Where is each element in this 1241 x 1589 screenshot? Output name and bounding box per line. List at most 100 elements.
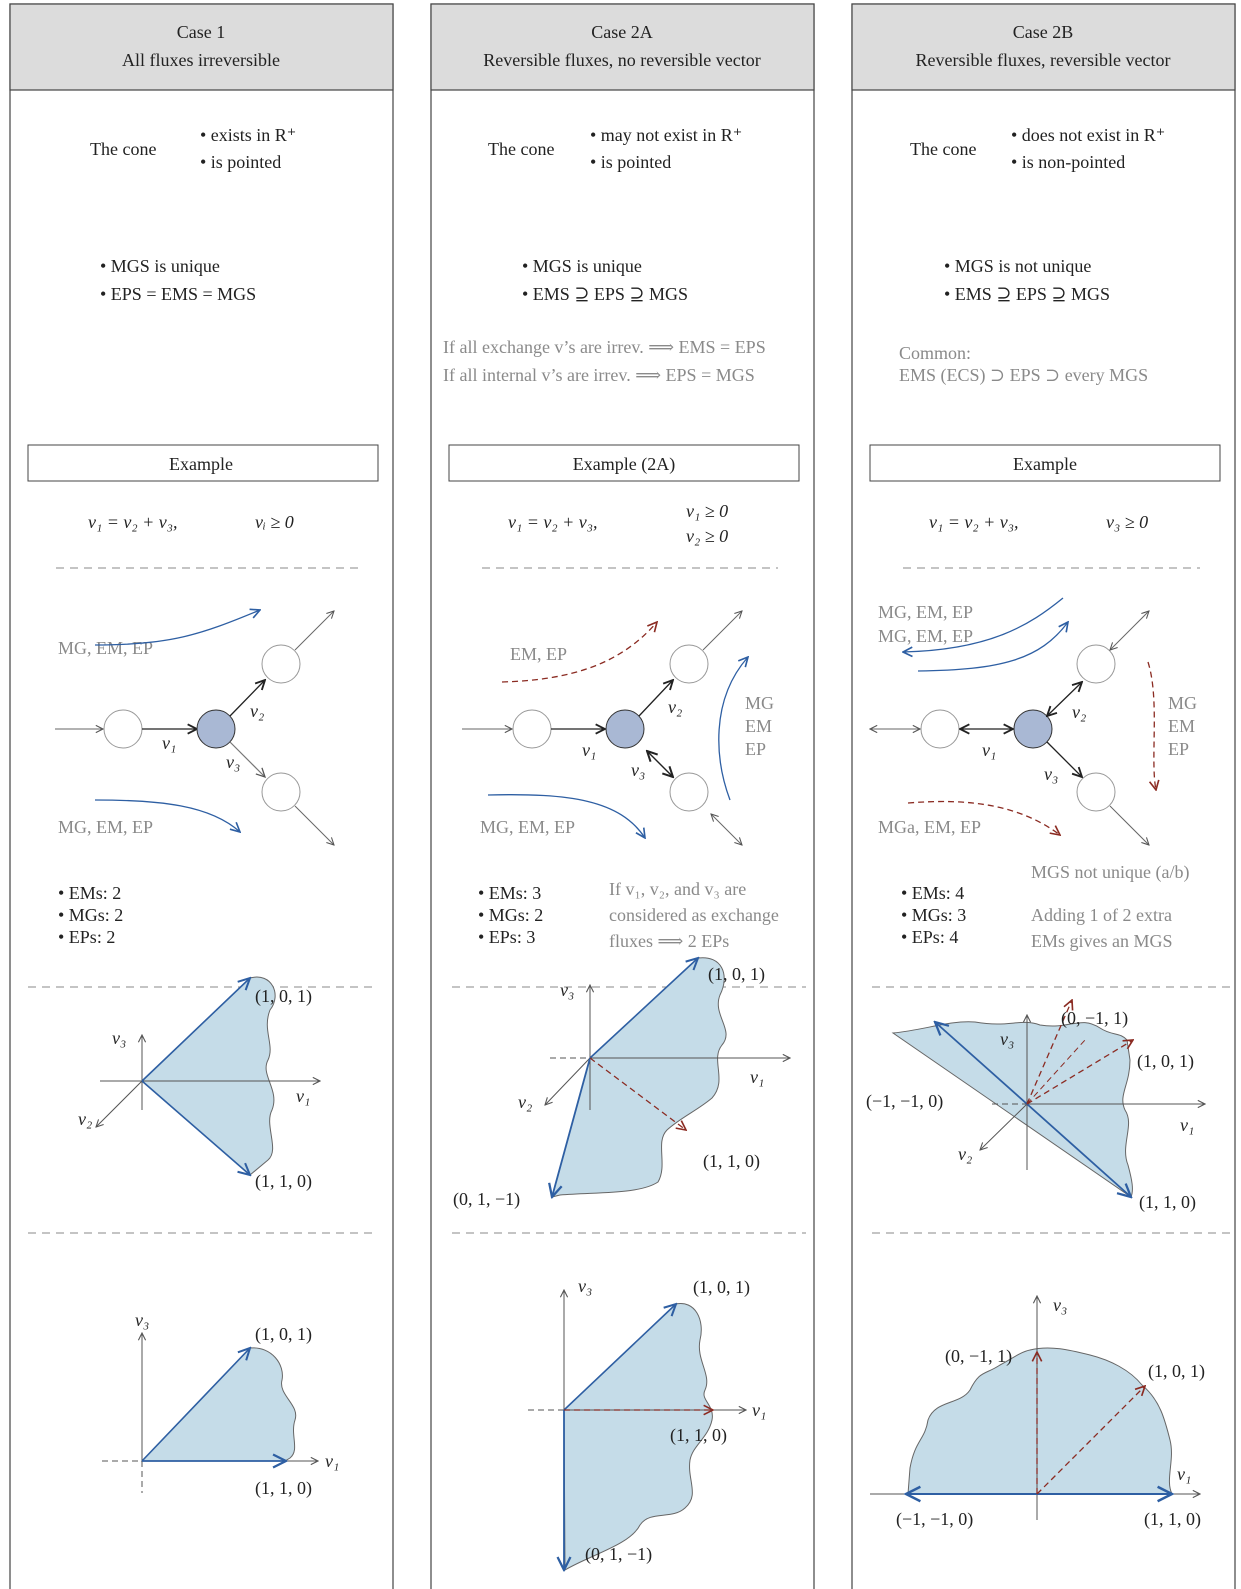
axis-label: v₃ (112, 1028, 126, 1048)
extreme-vector (935, 1022, 1028, 1105)
pathway-label: MG, EM, EP (878, 626, 973, 646)
network-diagram: MG, EM, EP MG, EM, EP v₁ v₂ v₃ MG EM EP … (870, 597, 1197, 845)
extreme-vector (1026, 1103, 1131, 1197)
axis-label: v₁ (750, 1067, 764, 1087)
pathway-arrow (94, 799, 240, 832)
axis-v2 (980, 1103, 1028, 1150)
cone-prop: • is non-pointed (1011, 152, 1125, 172)
point-label: (−1, −1, 0) (866, 1091, 943, 1112)
cone-region (140, 1347, 297, 1462)
column-case-2b: Case 2B Reversible fluxes, reversible ve… (851, 3, 1236, 1589)
equation: v₁ = v₂ + v₃, (929, 512, 1019, 532)
axis-label: v₁ (1177, 1464, 1191, 1484)
pathway-arrow (94, 610, 260, 646)
example-box (27, 444, 379, 482)
point-label: (1, 0, 1) (693, 1277, 750, 1298)
metabolite-node (261, 772, 301, 812)
side-note: considered as exchange (609, 905, 779, 925)
constraint: v₃ ≥ 0 (1106, 512, 1148, 532)
cone-plot-2d: v₃ v₁ (0, −1, 1) (1, 0, 1) (−1, −1, 0) (… (870, 1295, 1205, 1530)
axis-v2 (96, 1080, 143, 1127)
point-label: (1, 0, 1) (708, 964, 765, 985)
flux-arrow-v2 (1047, 682, 1082, 716)
axis-label: v₁ (325, 1451, 339, 1471)
axis-label: v₁ (296, 1086, 310, 1106)
internal-node (1013, 709, 1053, 749)
count: • EPs: 4 (901, 927, 958, 947)
point-label: (1, 0, 1) (255, 1324, 312, 1345)
equation: v₁ = v₂ + v₃, (88, 512, 178, 532)
reversible-vector (589, 1057, 686, 1130)
flux-label: v₂ (1072, 702, 1086, 722)
axis-label: v₂ (958, 1144, 972, 1164)
pathway-label: EM (745, 716, 772, 736)
header-title: Case 1 (177, 22, 226, 42)
flux-label: v₃ (1044, 764, 1058, 784)
note: If all exchange v’s are irrev. ⟹ EMS = E… (443, 337, 766, 357)
point-label: (1, 1, 0) (1139, 1192, 1196, 1213)
cone-plot-3d: v₃ v₁ v₂ (0, −1, 1) (1, 0, 1) (−1, −1, 0… (866, 1000, 1205, 1213)
pathway-arrow (487, 794, 645, 838)
cone-region (563, 1303, 713, 1571)
flux-label: v₂ (250, 701, 264, 721)
flux-arrow-v2 (229, 680, 265, 717)
point-label: (−1, −1, 0) (896, 1509, 973, 1530)
pathway-label: EP (745, 739, 766, 759)
column-header (430, 3, 815, 91)
cone-prop: • exists in R⁺ (200, 125, 296, 145)
count: • EPs: 2 (58, 927, 115, 947)
axis-label: v₃ (135, 1310, 149, 1330)
flux-arrow (294, 611, 334, 651)
flux-arrow-v3 (647, 751, 673, 777)
cone-plot-2d: v₃ v₁ (1, 0, 1) (1, 1, 0) (102, 1310, 339, 1499)
axis-label: v₁ (752, 1400, 766, 1420)
pathway-label: MG, EM, EP (480, 817, 575, 837)
point-label: (1, 1, 0) (1144, 1509, 1201, 1530)
constraint: vᵢ ≥ 0 (255, 512, 294, 532)
flux-label: v₂ (668, 697, 682, 717)
flux-arrow (294, 805, 334, 845)
point-label: (1, 1, 0) (670, 1425, 727, 1446)
pathway-label: MG, EM, EP (878, 602, 973, 622)
axis-label: v₂ (78, 1109, 92, 1129)
cone-label: The cone (488, 139, 554, 159)
point-label: (0, 1, −1) (453, 1189, 520, 1210)
set-prop: • EMS ⊇ EPS ⊇ MGS (944, 284, 1110, 304)
point-label: (1, 0, 1) (255, 986, 312, 1007)
metabolite-node (103, 709, 143, 749)
extreme-vector (141, 978, 250, 1082)
pathway-label: EM, EP (510, 644, 567, 664)
extreme-vector (589, 958, 698, 1059)
note: If all internal v’s are irrev. ⟹ EPS = M… (443, 365, 755, 385)
example-label: Example (2A) (573, 454, 675, 475)
set-prop: • EPS = EMS = MGS (100, 284, 256, 304)
internal-node (605, 709, 645, 749)
column-header (9, 3, 394, 91)
set-prop: • MGS is unique (522, 256, 642, 276)
cone-plot-3d: v₃ v₁ v₂ (1, 0, 1) (1, 1, 0) (0, 1, −1) (453, 958, 790, 1210)
cone-region (551, 957, 727, 1198)
network-diagram: MG, EM, EP v₁ v₂ v₃ MG, EM, EP (55, 610, 334, 845)
metabolite-node (1076, 644, 1116, 684)
reversible-vector (1026, 1039, 1086, 1105)
metabolite-node (1076, 772, 1116, 812)
count: • MGs: 3 (901, 905, 966, 925)
pathway-arrow (501, 622, 657, 683)
axis-label: v₁ (1180, 1115, 1194, 1135)
pathway-label: MGa, EM, EP (878, 817, 981, 837)
point-label: (1, 1, 0) (255, 1478, 312, 1499)
pathway-arrow (917, 622, 1068, 672)
count: • MGs: 2 (478, 905, 543, 925)
flux-arrow (702, 611, 742, 651)
cone-prop: • may not exist in R⁺ (590, 125, 742, 145)
set-prop: • MGS is unique (100, 256, 220, 276)
column-case-1: Case 1 All fluxes irreversible The cone … (9, 3, 394, 1589)
point-label: (1, 0, 1) (1148, 1361, 1205, 1382)
header-subtitle: Reversible fluxes, no reversible vector (483, 50, 760, 70)
pathway-arrow (907, 800, 1060, 835)
cone-prop: • does not exist in R⁺ (1011, 125, 1165, 145)
pathway-label: EM (1168, 716, 1195, 736)
axis-label: v₂ (518, 1092, 532, 1112)
side-note: fluxes ⟹ 2 EPs (609, 931, 729, 951)
